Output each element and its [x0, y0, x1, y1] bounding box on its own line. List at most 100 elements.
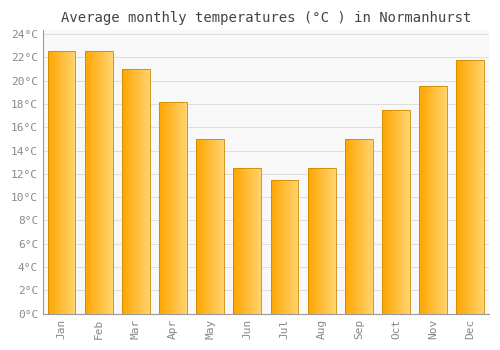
- Bar: [101, 51, 102, 314]
- Bar: [212, 139, 213, 314]
- Bar: [352, 139, 354, 314]
- Bar: [357, 139, 358, 314]
- Bar: [252, 168, 253, 314]
- Bar: [163, 102, 164, 314]
- Bar: [358, 139, 359, 314]
- Bar: [291, 180, 292, 314]
- Bar: [278, 180, 279, 314]
- Bar: [364, 139, 365, 314]
- Bar: [180, 102, 181, 314]
- Bar: [369, 139, 370, 314]
- Bar: [460, 60, 461, 314]
- Bar: [349, 139, 350, 314]
- Bar: [127, 69, 128, 314]
- Bar: [202, 139, 203, 314]
- Bar: [393, 110, 394, 314]
- Bar: [149, 69, 150, 314]
- Bar: [247, 168, 248, 314]
- Bar: [457, 60, 458, 314]
- Bar: [458, 60, 459, 314]
- Bar: [147, 69, 148, 314]
- Bar: [178, 102, 179, 314]
- Bar: [57, 51, 58, 314]
- Bar: [122, 69, 123, 314]
- Bar: [51, 51, 52, 314]
- Bar: [354, 139, 355, 314]
- Bar: [177, 102, 178, 314]
- Bar: [399, 110, 400, 314]
- Bar: [312, 168, 313, 314]
- Bar: [166, 102, 167, 314]
- Bar: [106, 51, 107, 314]
- Bar: [351, 139, 352, 314]
- Bar: [74, 51, 75, 314]
- Bar: [279, 180, 280, 314]
- Bar: [317, 168, 318, 314]
- Bar: [292, 180, 293, 314]
- Bar: [384, 110, 385, 314]
- Bar: [333, 168, 334, 314]
- Bar: [52, 51, 53, 314]
- Bar: [68, 51, 69, 314]
- Bar: [100, 51, 101, 314]
- Bar: [241, 168, 242, 314]
- Bar: [209, 139, 210, 314]
- Bar: [179, 102, 180, 314]
- Bar: [242, 168, 243, 314]
- Bar: [419, 86, 420, 314]
- Bar: [107, 51, 108, 314]
- Bar: [483, 60, 484, 314]
- Bar: [146, 69, 147, 314]
- Bar: [332, 168, 333, 314]
- Bar: [128, 69, 129, 314]
- Bar: [318, 168, 319, 314]
- Bar: [387, 110, 388, 314]
- Bar: [181, 102, 182, 314]
- Bar: [348, 139, 349, 314]
- Bar: [142, 69, 143, 314]
- Bar: [253, 168, 254, 314]
- Bar: [422, 86, 423, 314]
- Bar: [139, 69, 140, 314]
- Bar: [285, 180, 286, 314]
- Bar: [56, 51, 57, 314]
- Bar: [59, 51, 60, 314]
- Bar: [85, 51, 112, 314]
- Bar: [345, 139, 346, 314]
- Bar: [257, 168, 258, 314]
- Bar: [234, 168, 262, 314]
- Bar: [391, 110, 392, 314]
- Bar: [327, 168, 328, 314]
- Bar: [67, 51, 68, 314]
- Bar: [329, 168, 330, 314]
- Bar: [221, 139, 222, 314]
- Bar: [430, 86, 431, 314]
- Bar: [355, 139, 356, 314]
- Bar: [90, 51, 91, 314]
- Bar: [98, 51, 100, 314]
- Bar: [464, 60, 466, 314]
- Bar: [126, 69, 127, 314]
- Bar: [360, 139, 361, 314]
- Bar: [124, 69, 126, 314]
- Bar: [367, 139, 368, 314]
- Bar: [310, 168, 311, 314]
- Bar: [70, 51, 71, 314]
- Bar: [321, 168, 322, 314]
- Bar: [467, 60, 468, 314]
- Bar: [243, 168, 244, 314]
- Bar: [408, 110, 409, 314]
- Bar: [445, 86, 446, 314]
- Bar: [331, 168, 332, 314]
- Bar: [103, 51, 104, 314]
- Bar: [62, 51, 63, 314]
- Bar: [274, 180, 275, 314]
- Bar: [250, 168, 252, 314]
- Bar: [170, 102, 171, 314]
- Bar: [319, 168, 320, 314]
- Bar: [143, 69, 144, 314]
- Bar: [50, 51, 51, 314]
- Bar: [290, 180, 291, 314]
- Bar: [394, 110, 395, 314]
- Bar: [104, 51, 105, 314]
